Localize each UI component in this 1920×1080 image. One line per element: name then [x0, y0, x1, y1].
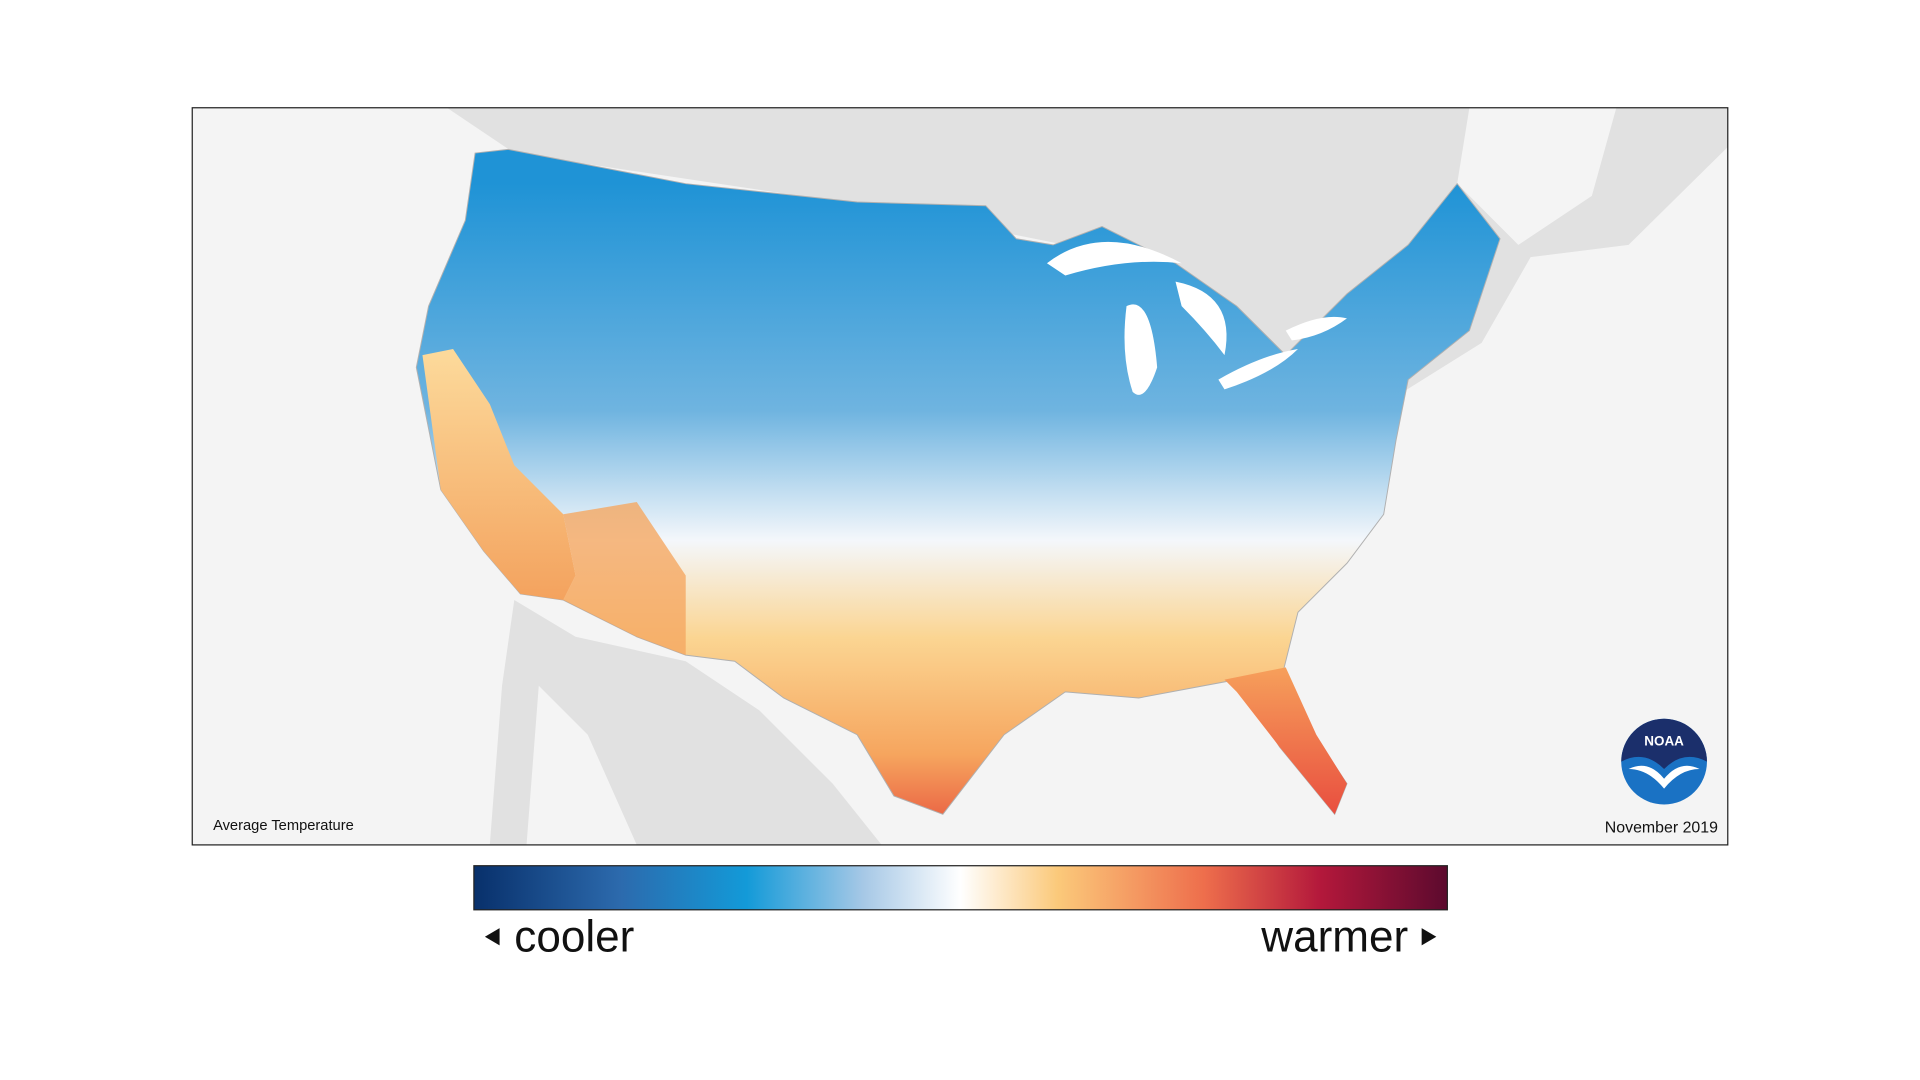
florida [1224, 667, 1347, 815]
color-bar [473, 865, 1448, 911]
map-group: Average Temperature November 2019 NOAA c… [191, 107, 1729, 961]
lake-michigan [1124, 304, 1158, 395]
left-arrow [484, 928, 500, 946]
logo-text: NOAA [1644, 734, 1684, 749]
noaa-logo: NOAA [1621, 718, 1707, 805]
california [422, 348, 576, 601]
map-date: November 2019 [1605, 820, 1718, 837]
logo-bird [1628, 765, 1700, 789]
arizona [563, 502, 686, 656]
map-title: Average Temperature [213, 818, 354, 834]
lake-superior [1046, 241, 1182, 276]
legend-low: cooler [514, 912, 634, 961]
mexico [489, 600, 882, 845]
lake-ontario [1285, 316, 1347, 341]
lake-huron [1175, 281, 1227, 356]
right-arrow [1421, 928, 1437, 946]
logo-top [1621, 718, 1707, 769]
basemap [415, 107, 1728, 845]
lake-erie [1218, 348, 1298, 390]
legend-high: warmer [1260, 912, 1408, 961]
map-frame [191, 107, 1729, 846]
